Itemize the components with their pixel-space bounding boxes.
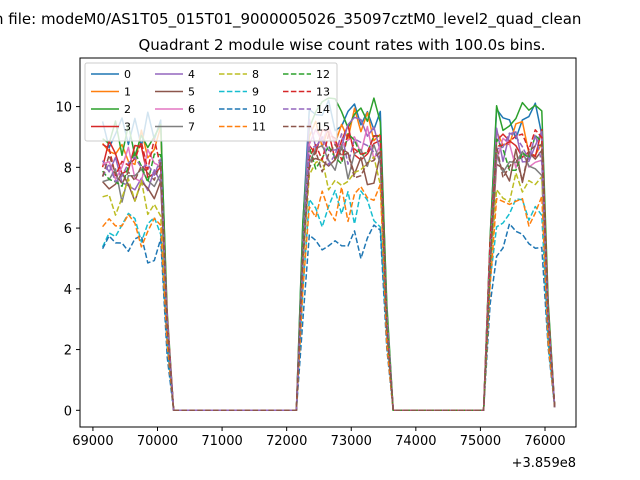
y-tick-label: 10 — [55, 101, 72, 116]
y-tick-label: 8 — [64, 161, 72, 176]
legend-box — [84, 62, 338, 142]
plot-frame — [79, 57, 577, 428]
x-tick-label: 70000 — [137, 434, 178, 449]
legend-label: 12 — [316, 68, 330, 81]
legend-label: 14 — [316, 103, 330, 116]
y-tick-label: 0 — [64, 404, 72, 419]
legend-label: 6 — [188, 103, 195, 116]
x-tick-label: 76000 — [524, 434, 565, 449]
x-tick-label: 74000 — [395, 434, 436, 449]
x-tick-label: 71000 — [201, 434, 242, 449]
x-axis: 69000 70000 71000 72000 73000 74000 75000 76000 — [72, 427, 566, 449]
legend-label: 15 — [316, 121, 330, 134]
x-tick-label: 69000 — [72, 434, 113, 449]
legend-label: 1 — [124, 86, 131, 99]
legend-label: 4 — [188, 68, 195, 81]
legend-label: 7 — [188, 121, 195, 134]
y-axis: 0 2 4 6 8 10 — [55, 101, 80, 419]
legend-label: 8 — [252, 68, 259, 81]
legend-label: 9 — [252, 86, 259, 99]
legend-label: 3 — [124, 121, 131, 134]
x-tick-label: 75000 — [460, 434, 501, 449]
x-tick-label: 73000 — [331, 434, 372, 449]
series-lines — [101, 97, 556, 412]
legend-label: 5 — [188, 86, 195, 99]
y-tick-label: 4 — [64, 283, 72, 298]
legend-label: 11 — [252, 121, 266, 134]
legend-label: 0 — [124, 68, 131, 81]
x-tick-label: 72000 — [266, 434, 307, 449]
legend-label: 10 — [252, 103, 266, 116]
chart-title: Quadrant 2 module wise count rates with … — [138, 36, 545, 54]
series-line-14 — [101, 132, 556, 412]
x-offset-label: +3.859e8 — [512, 456, 576, 471]
y-tick-label: 2 — [64, 344, 72, 359]
y-tick-label: 6 — [64, 222, 72, 237]
series-line-15 — [101, 143, 556, 412]
legend-label: 2 — [124, 103, 131, 116]
legend-label: 13 — [316, 86, 330, 99]
figure-suptitle: n file: modeM0/AS1T05_015T01_9000005026_… — [0, 10, 581, 29]
